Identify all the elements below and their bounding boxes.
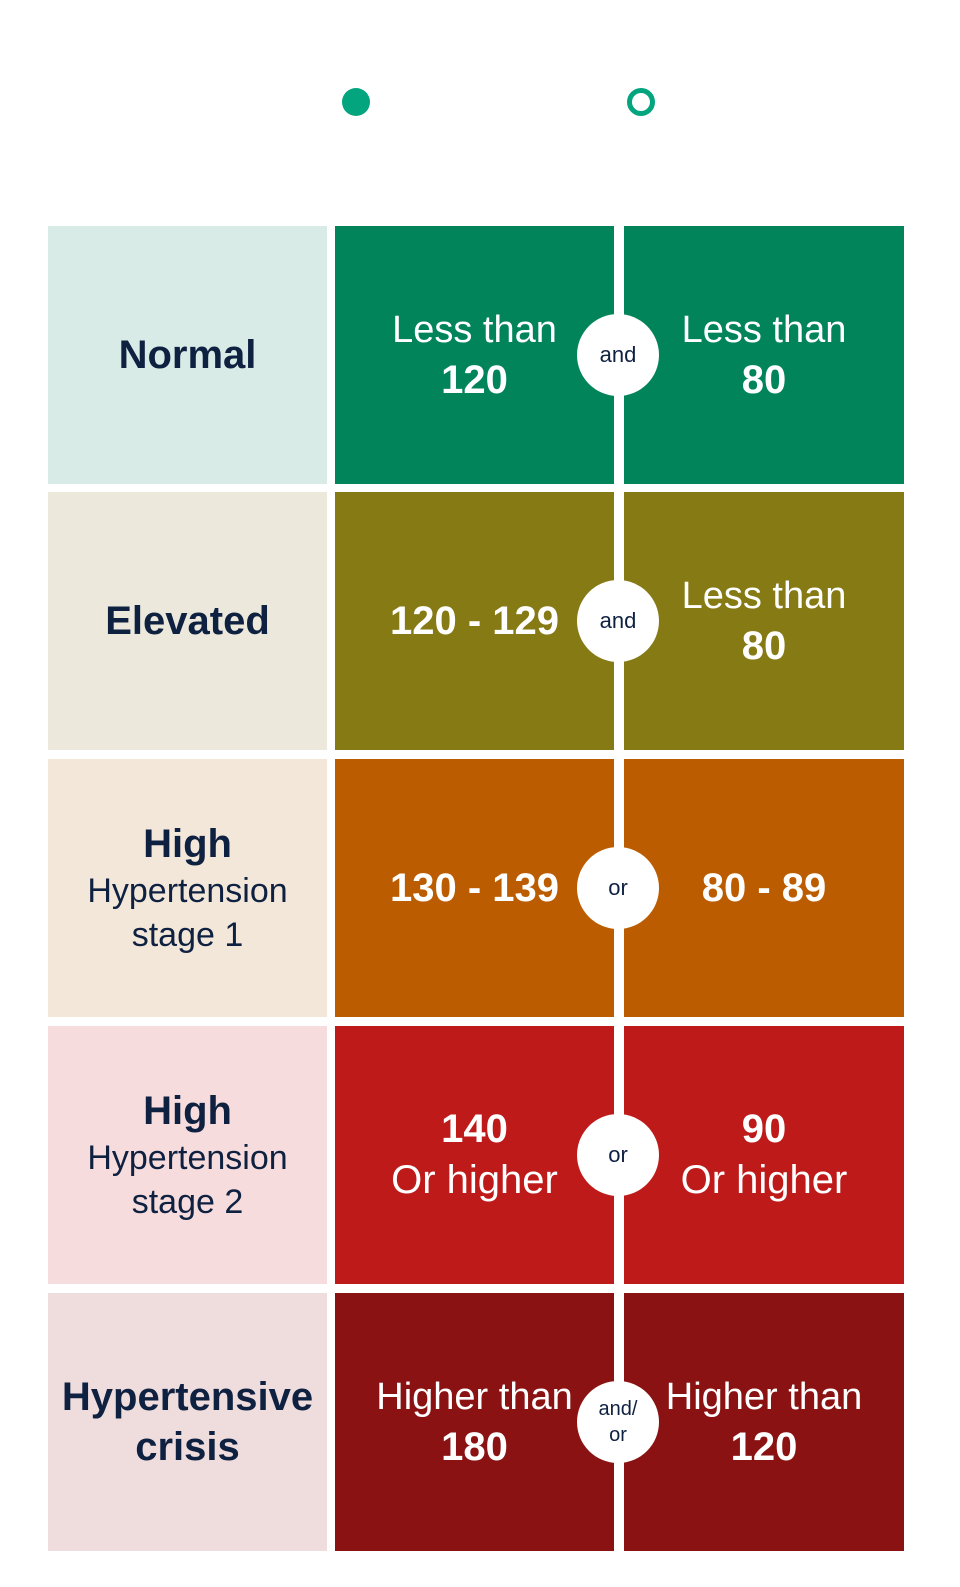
diastolic-cell: 90 Or higher: [624, 1026, 904, 1284]
diastolic-title: Diastolic: [681, 80, 873, 132]
category-cell: High Hypertension stage 2: [48, 1026, 327, 1284]
diastolic-header: Diastolic (lower number): [610, 78, 890, 194]
row-elevated: Elevated 120 - 129 Less than 80 and: [48, 492, 904, 750]
category-stage-label: stage 2: [131, 1183, 244, 1221]
diastolic-value: 90: [741, 1107, 787, 1151]
connector-badge: and/ or: [577, 1381, 659, 1463]
systolic-cell: 140 Or higher: [335, 1026, 614, 1284]
diastolic-value: 80: [741, 358, 787, 402]
systolic-value: 130 - 139: [389, 866, 560, 910]
category-cell: Hypertensive crisis: [48, 1293, 327, 1551]
diastolic-cell: Less than 80: [624, 226, 904, 484]
category-label: Normal: [118, 333, 257, 377]
category-label: Elevated: [105, 599, 270, 643]
diastolic-cell: Higher than 120: [624, 1293, 904, 1551]
systolic-suffix: Or higher: [391, 1158, 558, 1202]
connector-badge: and: [577, 314, 659, 396]
category-label: High: [143, 822, 232, 866]
systolic-cell: Higher than 180: [335, 1293, 614, 1551]
column-header: Systolic (upper number) Diastolic (lower…: [0, 0, 960, 215]
category-label-line2: crisis: [135, 1425, 240, 1469]
diastolic-cell: Less than 80: [624, 492, 904, 750]
connector-line1: and/: [598, 1398, 638, 1420]
category-sub-label: Hypertension: [87, 1139, 288, 1177]
systolic-cell: 130 - 139: [335, 759, 614, 1017]
diastolic-value: 80 - 89: [701, 866, 827, 910]
category-cell: Elevated: [48, 492, 327, 750]
diastolic-suffix: Or higher: [680, 1158, 848, 1202]
systolic-value: 140: [441, 1107, 508, 1151]
diastolic-cell: 80 - 89: [624, 759, 904, 1017]
category-label: High: [143, 1089, 232, 1133]
connector-badge: and: [577, 580, 659, 662]
systolic-prefix: Less than: [392, 309, 557, 351]
diastolic-value: 80: [741, 624, 787, 668]
systolic-title: Systolic: [410, 80, 587, 132]
systolic-prefix: Higher than: [376, 1376, 573, 1418]
systolic-cell: Less than 120: [335, 226, 614, 484]
category-sub-label: Hypertension: [87, 872, 288, 910]
filled-dot-icon: [342, 88, 371, 116]
row-hypertension-stage-2: High Hypertension stage 2 140 Or higher …: [48, 1026, 904, 1284]
category-label: Hypertensive: [61, 1375, 314, 1419]
row-hypertensive-crisis: Hypertensive crisis Higher than 180 High…: [48, 1293, 904, 1551]
hollow-dot-icon: [627, 88, 656, 116]
systolic-cell: 120 - 129: [335, 492, 614, 750]
systolic-subtitle: (upper number): [352, 153, 587, 191]
systolic-value: 180: [441, 1425, 508, 1469]
diastolic-prefix: Less than: [681, 309, 847, 351]
category-stage-label: stage 1: [131, 916, 244, 954]
connector-line2: or: [609, 1424, 627, 1446]
systolic-value: 120: [441, 358, 508, 402]
row-normal: Normal Less than 120 Less than 80 and: [48, 226, 904, 484]
diastolic-prefix: Higher than: [665, 1376, 863, 1418]
category-cell: High Hypertension stage 1: [48, 759, 327, 1017]
systolic-value: 120 - 129: [389, 599, 560, 643]
category-cell: Normal: [48, 226, 327, 484]
connector-badge: or: [577, 847, 659, 929]
connector-badge: or: [577, 1114, 659, 1196]
diastolic-subtitle: (lower number): [635, 153, 865, 191]
diastolic-value: 120: [730, 1425, 798, 1469]
row-hypertension-stage-1: High Hypertension stage 1 130 - 139 80 -…: [48, 759, 904, 1017]
diastolic-prefix: Less than: [681, 575, 847, 617]
systolic-header: Systolic (upper number): [330, 78, 609, 194]
